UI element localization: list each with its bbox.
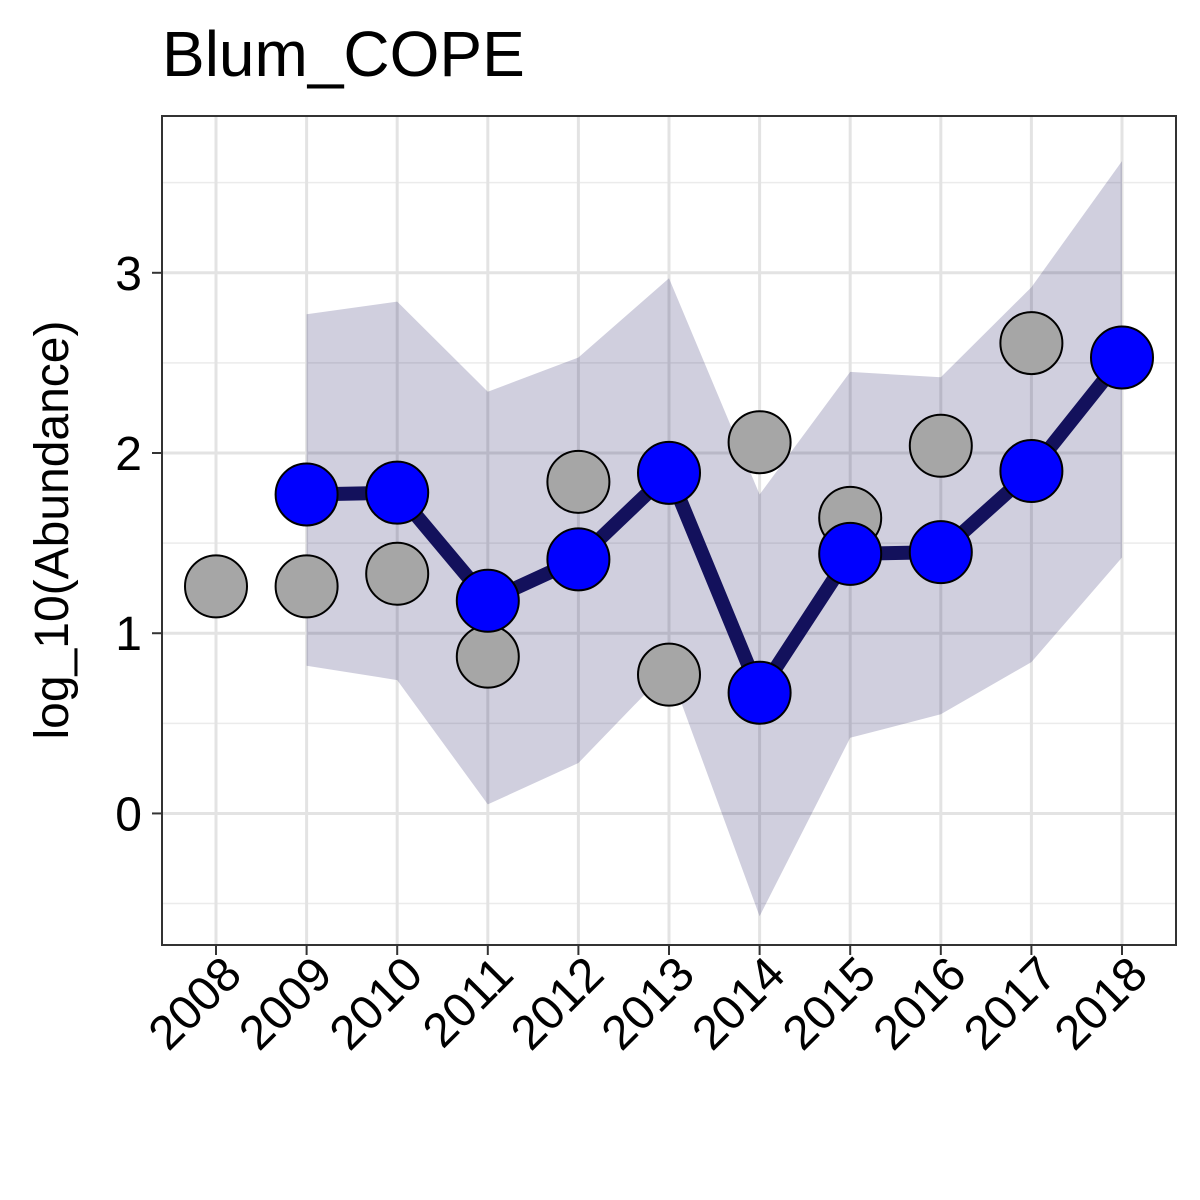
y-axis-title: log_10(Abundance) xyxy=(26,321,79,740)
estimate-point xyxy=(637,440,701,505)
y-tick-label: 1 xyxy=(115,608,142,661)
estimate-point xyxy=(546,527,611,592)
estimate-point xyxy=(274,462,339,527)
confidence-band xyxy=(306,161,1123,917)
chart-title: Blum_COPE xyxy=(162,18,525,90)
estimate-point xyxy=(1090,325,1154,390)
observed-point xyxy=(546,449,611,514)
y-axis: 0 1 2 3 xyxy=(115,248,162,841)
estimate-point xyxy=(727,660,792,725)
estimate-point xyxy=(455,568,520,633)
observed-point xyxy=(908,413,973,478)
estimate-point xyxy=(365,460,430,525)
estimate-line xyxy=(306,353,1128,700)
observed-point xyxy=(999,311,1064,376)
observed-point xyxy=(184,554,248,619)
y-tick-label: 0 xyxy=(115,788,142,841)
estimate-point xyxy=(999,439,1064,504)
observed-point xyxy=(274,554,339,619)
observed-point xyxy=(637,642,701,707)
estimate-points xyxy=(274,325,1154,725)
y-tick-label: 2 xyxy=(115,428,142,481)
observed-point xyxy=(455,624,520,689)
observed-point xyxy=(727,410,792,475)
estimate-point xyxy=(818,521,883,586)
observed-point xyxy=(365,541,430,606)
y-tick-label: 3 xyxy=(115,248,142,301)
estimate-point xyxy=(908,520,973,585)
grid-major xyxy=(162,116,1176,945)
